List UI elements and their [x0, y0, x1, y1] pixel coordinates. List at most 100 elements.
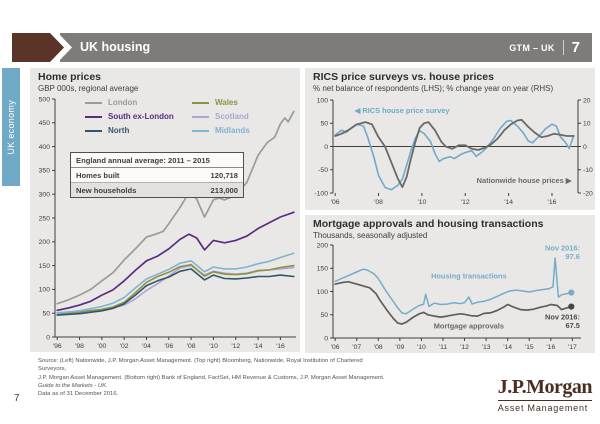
jpmorgan-logo: J.P.Morgan Asset Management	[497, 376, 593, 413]
svg-text:200: 200	[317, 242, 329, 249]
home-prices-panel: Home prices GBP 000s, regional average 0…	[30, 68, 300, 352]
svg-text:'06: '06	[331, 344, 340, 351]
mortgage-chart: 0 50 100 150 200 '06 '07 '08 '09 '10 '11 '12 '13 '14 '…	[317, 242, 581, 351]
svg-text:200: 200	[39, 239, 51, 246]
chart-subtitle: % net balance of respondents (LHS); % ch…	[313, 84, 554, 93]
legend-item-north: North	[85, 126, 174, 135]
row-value: 213,000	[210, 185, 238, 195]
gtm-label: GTM – UK	[509, 42, 555, 53]
gtm-page-number: 7	[571, 39, 580, 56]
svg-text:Mortgage approvals: Mortgage approvals	[434, 322, 504, 331]
svg-text:'12: '12	[231, 343, 240, 350]
section-tab-label: UK economy	[6, 99, 16, 155]
legend-column-1: London South ex-London North	[85, 98, 174, 135]
chart-title: RICS price surveys vs. house prices	[313, 71, 494, 83]
table-header: England annual average: 2011 – 2015	[71, 153, 243, 168]
svg-text:450: 450	[39, 120, 51, 127]
source-line: J.P. Morgan Asset Management. (Bottom ri…	[38, 374, 385, 389]
svg-text:'16: '16	[276, 343, 285, 350]
row-value: 120,718	[210, 170, 238, 180]
section-tab-uk-economy[interactable]: UK economy	[2, 68, 20, 186]
svg-text:'98: '98	[75, 343, 84, 350]
england-average-table: England annual average: 2011 – 2015 Home…	[70, 152, 244, 198]
legend-label: Scotland	[215, 112, 249, 121]
legend-label: North	[108, 126, 130, 135]
svg-text:50: 50	[42, 311, 50, 318]
svg-text:'02: '02	[120, 343, 129, 350]
chart-title: Mortgage approvals and housing transacti…	[313, 218, 544, 230]
svg-text:'11: '11	[439, 344, 448, 351]
svg-text:100: 100	[317, 289, 329, 296]
svg-text:150: 150	[39, 263, 51, 270]
mortgage-panel: Mortgage approvals and housing transacti…	[305, 215, 595, 353]
legend-item-south-ex-london: South ex-London	[85, 112, 174, 121]
svg-text:'12: '12	[461, 199, 470, 206]
svg-text:250: 250	[39, 215, 51, 222]
svg-text:'16: '16	[548, 199, 557, 206]
svg-text:'09: '09	[395, 344, 404, 351]
svg-text:'08: '08	[187, 343, 196, 350]
row-label: Homes built	[76, 170, 120, 180]
table-row: New households 213,000	[71, 182, 243, 197]
table-row: Homes built 120,718	[71, 168, 243, 182]
svg-text:-10: -10	[583, 167, 593, 174]
svg-text:'06: '06	[164, 343, 173, 350]
chart-title: Home prices	[38, 71, 102, 83]
svg-text:'15: '15	[525, 344, 534, 351]
legend-label: Midlands	[215, 126, 250, 135]
legend-swatch-icon	[85, 129, 102, 132]
svg-text:500: 500	[39, 96, 51, 103]
svg-text:Nationwide house prices ▶: Nationwide house prices ▶	[477, 176, 572, 185]
svg-text:'96: '96	[53, 343, 62, 350]
svg-text:'08: '08	[374, 344, 383, 351]
svg-text:'13: '13	[482, 344, 491, 351]
legend-label: London	[108, 98, 138, 107]
legend-swatch-icon	[85, 115, 102, 118]
legend-column-2: Wales Scotland Midlands	[192, 98, 250, 135]
svg-text:'07: '07	[352, 344, 361, 351]
rics-panel: RICS price surveys vs. house prices % ne…	[305, 68, 595, 210]
row-label: New households	[76, 185, 137, 195]
svg-text:-20: -20	[583, 190, 593, 197]
svg-text:0: 0	[583, 144, 587, 151]
legend-item-wales: Wales	[192, 98, 250, 107]
svg-text:'14: '14	[504, 199, 513, 206]
svg-text:97.6: 97.6	[566, 252, 580, 261]
legend-swatch-icon	[192, 129, 209, 132]
svg-text:'10: '10	[417, 344, 426, 351]
header-bar	[60, 33, 592, 62]
svg-text:Housing transactions: Housing transactions	[431, 271, 507, 280]
logo-wordmark: J.P.Morgan	[497, 376, 593, 401]
svg-text:20: 20	[583, 97, 591, 104]
svg-text:300: 300	[39, 192, 51, 199]
svg-text:'12: '12	[460, 344, 469, 351]
svg-text:'16: '16	[546, 344, 555, 351]
chart-subtitle: GBP 000s, regional average	[38, 84, 139, 93]
page-title: UK housing	[80, 40, 151, 54]
svg-text:'17: '17	[568, 344, 577, 351]
svg-text:10: 10	[583, 121, 591, 128]
svg-text:-50: -50	[318, 167, 328, 174]
legend-swatch-icon	[192, 115, 209, 118]
svg-text:400: 400	[39, 144, 51, 151]
logo-subtitle: Asset Management	[497, 403, 589, 413]
source-note: Source: (Left) Nationwide, J.P. Morgan A…	[38, 357, 388, 398]
legend-swatch-icon	[85, 101, 102, 104]
legend-item-scotland: Scotland	[192, 112, 250, 121]
legend-item-london: London	[85, 98, 174, 107]
svg-text:350: 350	[39, 168, 51, 175]
svg-text:'14: '14	[503, 344, 512, 351]
svg-text:-100: -100	[314, 190, 328, 197]
legend-label: Wales	[215, 98, 238, 107]
svg-text:100: 100	[39, 287, 51, 294]
svg-text:150: 150	[317, 266, 329, 273]
svg-text:0: 0	[46, 334, 50, 341]
svg-text:'10: '10	[417, 199, 426, 206]
source-line: Source: (Left) Nationwide, J.P. Morgan A…	[38, 358, 363, 373]
legend-item-midlands: Midlands	[192, 126, 250, 135]
svg-text:50: 50	[320, 121, 328, 128]
chevron-icon	[12, 33, 72, 62]
svg-text:◀ RICS house price survey: ◀ RICS house price survey	[354, 106, 451, 115]
page-number: 7	[14, 393, 20, 404]
